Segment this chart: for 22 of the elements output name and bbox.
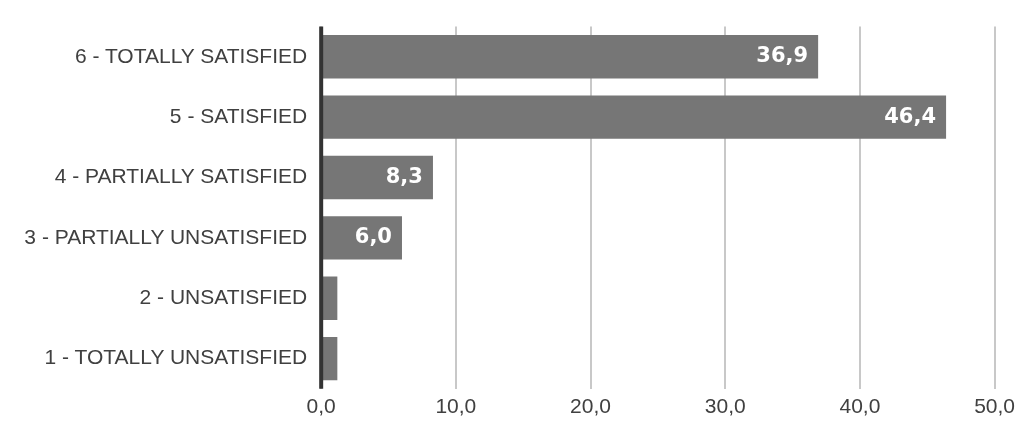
bar <box>322 276 338 320</box>
bar <box>322 35 819 79</box>
data-label: 36,9 <box>756 43 809 68</box>
y-tick-label: 4 - PARTIALLY SATISFIED <box>54 164 308 188</box>
x-tick-label: 30,0 <box>704 394 746 418</box>
x-tick-label: 20,0 <box>570 394 611 418</box>
y-tick-label: 2 - UNSATISFIED <box>139 285 308 309</box>
x-tick-label: 40,0 <box>839 394 881 418</box>
y-tick-label: 1 - TOTALLY UNSATISFIED <box>44 345 308 369</box>
y-tick-label: 6 - TOTALLY SATISFIED <box>74 43 308 67</box>
data-label: 46,4 <box>884 103 937 128</box>
y-tick-label: 3 - PARTIALLY UNSATISFIED <box>24 224 308 248</box>
bar <box>322 95 947 139</box>
x-tick-label: 0,0 <box>306 394 336 418</box>
bar <box>322 336 338 381</box>
data-label: 8,3 <box>385 163 423 188</box>
bar <box>322 155 433 200</box>
data-label: 6,0 <box>354 224 392 249</box>
y-tick-label: 5 - SATISFIED <box>169 103 308 127</box>
x-tick-label: 50,0 <box>974 394 1015 418</box>
bar <box>322 216 402 260</box>
x-tick-label: 10,0 <box>435 394 477 418</box>
